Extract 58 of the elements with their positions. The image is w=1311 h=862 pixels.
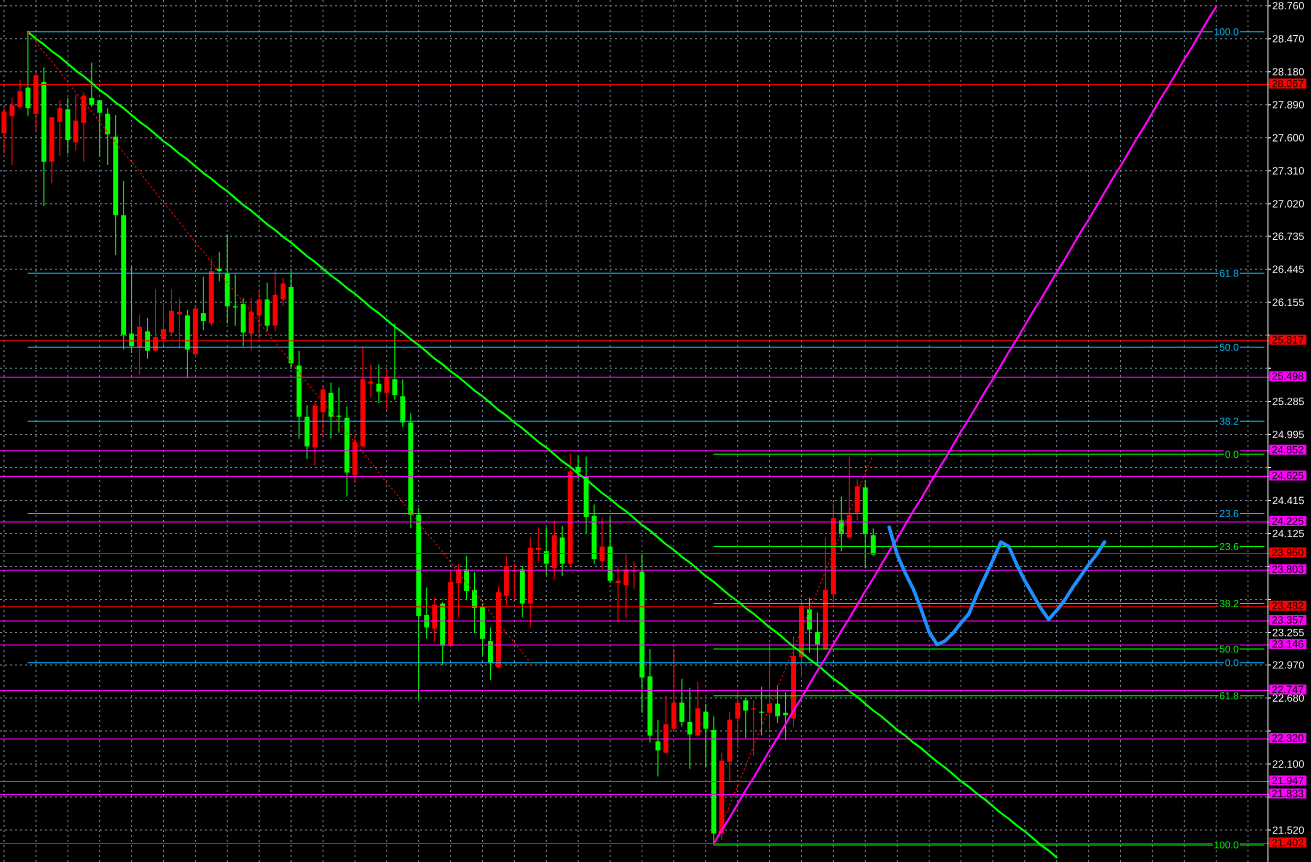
y-tick-label: 22.970 (1272, 661, 1304, 669)
y-tick-label: 27.020 (1272, 200, 1304, 208)
ref-line-label: 23.357 (1272, 616, 1304, 624)
candlestick (575, 456, 581, 480)
y-tick-label: 27.890 (1272, 101, 1304, 109)
y-tick-label: 21.520 (1272, 826, 1304, 834)
candlestick (200, 276, 206, 331)
y-tick-label: 23.255 (1272, 628, 1304, 637)
y-tick-label: 25.285 (1272, 397, 1304, 406)
ref-line-label: 25.498 (1272, 372, 1304, 380)
ref-line-label: 21.833 (1272, 789, 1304, 798)
candlestick (679, 678, 685, 727)
ref-line-label: 23.803 (1272, 565, 1304, 573)
candlestick (280, 277, 286, 307)
y-tick-label: 27.310 (1272, 167, 1304, 175)
y-tick-label: 27.600 (1272, 134, 1304, 142)
candlestick (655, 719, 661, 778)
candlestick (376, 363, 382, 404)
candlestick (328, 382, 334, 439)
ref-line-label: 21.402 (1272, 838, 1304, 847)
y-tick-label: 24.995 (1272, 430, 1304, 439)
y-tick-label: 28.760 (1272, 1, 1304, 10)
y-tick-label: 22.100 (1272, 760, 1304, 768)
y-tick-label: 28.180 (1272, 68, 1304, 76)
candlestick (168, 288, 174, 336)
y-tick-label: 28.470 (1272, 35, 1304, 43)
candlestick (145, 317, 151, 360)
candlestick (392, 322, 398, 401)
candlestick (105, 107, 111, 166)
y-tick-label: 24.125 (1272, 529, 1304, 538)
candlestick (743, 697, 749, 739)
ref-line-label: 21.947 (1272, 776, 1304, 785)
ref-line-label: 22.747 (1272, 685, 1304, 694)
y-tick-label: 24.415 (1272, 496, 1304, 505)
ref-line-label: 23.482 (1272, 601, 1304, 610)
candlestick (57, 99, 63, 157)
candlestick (97, 99, 103, 157)
candlestick (368, 363, 374, 398)
ref-line-label: 23.146 (1272, 640, 1304, 648)
ref-line-label: 24.625 (1272, 471, 1304, 480)
candlestick (73, 94, 79, 151)
ref-line-label: 28.067 (1272, 79, 1304, 88)
y-tick-label: 26.445 (1272, 265, 1304, 274)
ref-line-label: 22.320 (1272, 734, 1304, 742)
y-tick-label: 26.155 (1272, 298, 1304, 307)
candlestick (543, 526, 549, 576)
ref-line-label: 24.852 (1272, 445, 1304, 454)
candlestick (89, 62, 95, 108)
y-tick-label: 22.680 (1272, 694, 1304, 702)
y-tick-label: 26.735 (1272, 232, 1304, 240)
ref-line-label: 23.950 (1272, 548, 1304, 557)
ref-line-label: 24.225 (1272, 517, 1304, 525)
candlestick (9, 97, 15, 166)
candlestick (384, 368, 390, 411)
candlestick (703, 703, 709, 768)
candlestick (687, 687, 693, 770)
candlestick (735, 689, 741, 749)
ref-line-label: 25.817 (1272, 336, 1304, 344)
